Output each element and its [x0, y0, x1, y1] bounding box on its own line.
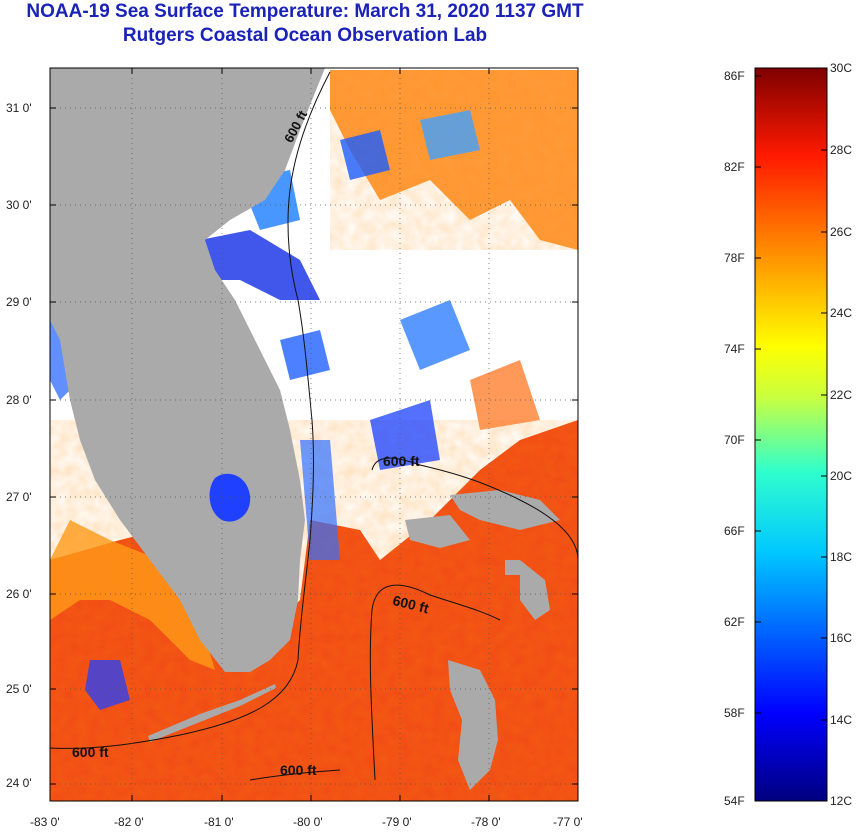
colorbar-c-label: 26C	[830, 225, 853, 239]
colorbar-f-label: 86F	[724, 69, 745, 83]
colorbar-c-label: 12C	[830, 794, 853, 808]
lon-tick-label: -83 0'	[30, 815, 60, 829]
contour-600ft-south	[249, 769, 341, 781]
lat-tick-label: 29 0'	[6, 295, 32, 309]
axis-ticks	[50, 68, 578, 801]
abaco-island	[405, 515, 470, 548]
colorbar-f-label: 62F	[724, 615, 745, 629]
lat-tick-label: 25 0'	[6, 682, 32, 696]
lon-tick-label: -82 0'	[114, 815, 144, 829]
lon-tick-label: -78 0'	[471, 815, 501, 829]
map-title: NOAA-19 Sea Surface Temperature: March 3…	[26, 1, 584, 22]
florida-keys	[148, 684, 276, 742]
colorbar-c-label: 20C	[830, 469, 853, 483]
colorbar-f-label: 82F	[724, 160, 745, 174]
gulf-cool-patch	[50, 520, 215, 670]
lon-tick-label: -80 0'	[293, 815, 323, 829]
grand-bahama	[450, 490, 560, 530]
gulf-cold-patch	[85, 660, 130, 710]
lat-tick-label: 28 0'	[6, 393, 32, 407]
colorbar-f-label: 74F	[724, 342, 745, 356]
contour-600ft-florida	[50, 71, 331, 749]
colorbar-f-label: 54F	[724, 794, 745, 808]
contour-label: 600 ft	[383, 453, 420, 469]
lat-tick-label: 24 0'	[6, 776, 32, 790]
contour-label: 600 ft	[72, 744, 109, 760]
contour-label: 600 ft	[280, 762, 317, 778]
new-providence	[505, 560, 520, 575]
lat-tick-label: 31 0'	[6, 101, 32, 115]
lat-tick-label: 27 0'	[6, 490, 32, 504]
colorbar-c-label: 14C	[830, 713, 853, 727]
lat-tick-label: 30 0'	[6, 198, 32, 212]
map-subtitle: Rutgers Coastal Ocean Observation Lab	[122, 25, 488, 46]
contour-600ft-bahama-bank	[371, 457, 578, 561]
map-frame	[49, 67, 579, 802]
colorbar-ticks	[755, 75, 827, 721]
colorbar-f-label: 58F	[724, 706, 745, 720]
lon-tick-label: -81 0'	[204, 815, 234, 829]
colorbar	[754, 67, 828, 802]
colorbar-f-label: 78F	[724, 251, 745, 265]
colorbar-c-label: 28C	[830, 143, 853, 157]
lon-tick-label: -79 0'	[382, 815, 412, 829]
colorbar-c-label: 16C	[830, 631, 853, 645]
contour-600ft-tongue	[369, 584, 501, 781]
colorbar-c-label: 18C	[830, 550, 853, 564]
coastal-cold-patch	[200, 230, 320, 300]
colorbar-c-label: 30C	[830, 61, 853, 75]
eleuthera-island	[520, 560, 550, 620]
lon-tick-label: -77 0'	[553, 815, 583, 829]
florida-land	[50, 68, 325, 672]
colorbar-c-label: 24C	[830, 306, 853, 320]
colorbar-f-label: 70F	[724, 433, 745, 447]
colorbar-f-label: 66F	[724, 524, 745, 538]
lat-tick-label: 26 0'	[6, 587, 32, 601]
colorbar-c-label: 22C	[830, 388, 853, 402]
grid-lines	[50, 68, 578, 801]
andros-island	[448, 660, 498, 790]
lake-okeechobee	[209, 473, 251, 522]
